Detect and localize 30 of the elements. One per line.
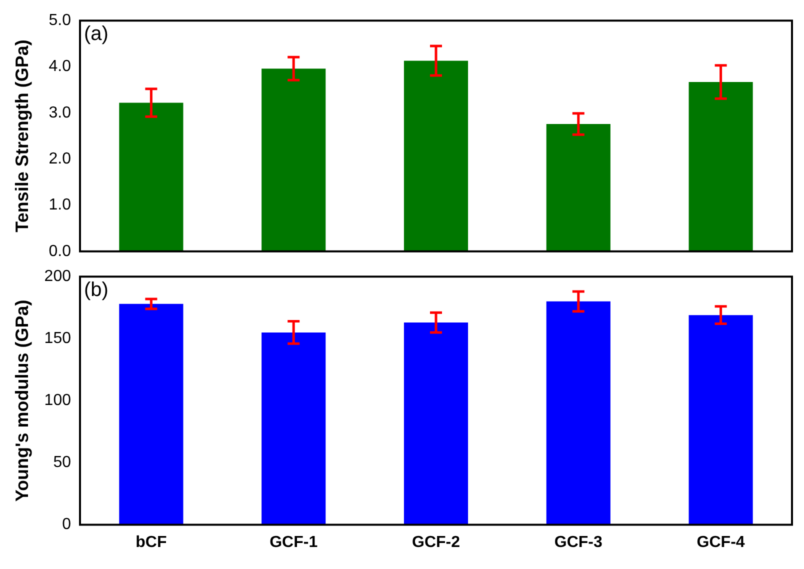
bar — [262, 332, 326, 525]
annotation: (b) — [84, 279, 108, 302]
x-tick-label: bCF — [136, 534, 167, 551]
bar — [119, 304, 184, 525]
y-tick-label: 3.0 — [48, 104, 72, 122]
bar — [546, 301, 610, 525]
y-axis-title: Tensile Strength (GPa) — [12, 40, 32, 232]
x-tick-label: GCF-4 — [696, 534, 745, 551]
bar — [119, 102, 184, 252]
x-tick-label: GCF-2 — [412, 534, 460, 551]
y-tick-label: 50 — [53, 454, 72, 472]
y-tick-label: 0 — [62, 516, 72, 534]
bar — [404, 322, 468, 525]
x-tick-label: GCF-3 — [554, 534, 602, 551]
bar — [546, 124, 610, 252]
y-tick-label: 0.0 — [48, 242, 72, 260]
bar — [688, 82, 753, 252]
y-tick-label: 200 — [44, 268, 72, 286]
annotation: (a) — [84, 23, 108, 46]
y-tick-label: 5.0 — [48, 12, 72, 30]
y-axis-title: Young's modulus (GPa) — [12, 300, 32, 502]
x-tick-label: GCF-1 — [270, 534, 318, 551]
bar — [688, 315, 753, 525]
y-tick-label: 1.0 — [48, 196, 72, 214]
y-tick-label: 2.0 — [48, 150, 72, 168]
bar — [404, 60, 468, 252]
y-tick-label: 150 — [44, 330, 72, 348]
bar — [262, 68, 326, 252]
y-tick-label: 100 — [44, 392, 72, 410]
y-tick-label: 4.0 — [48, 58, 72, 76]
